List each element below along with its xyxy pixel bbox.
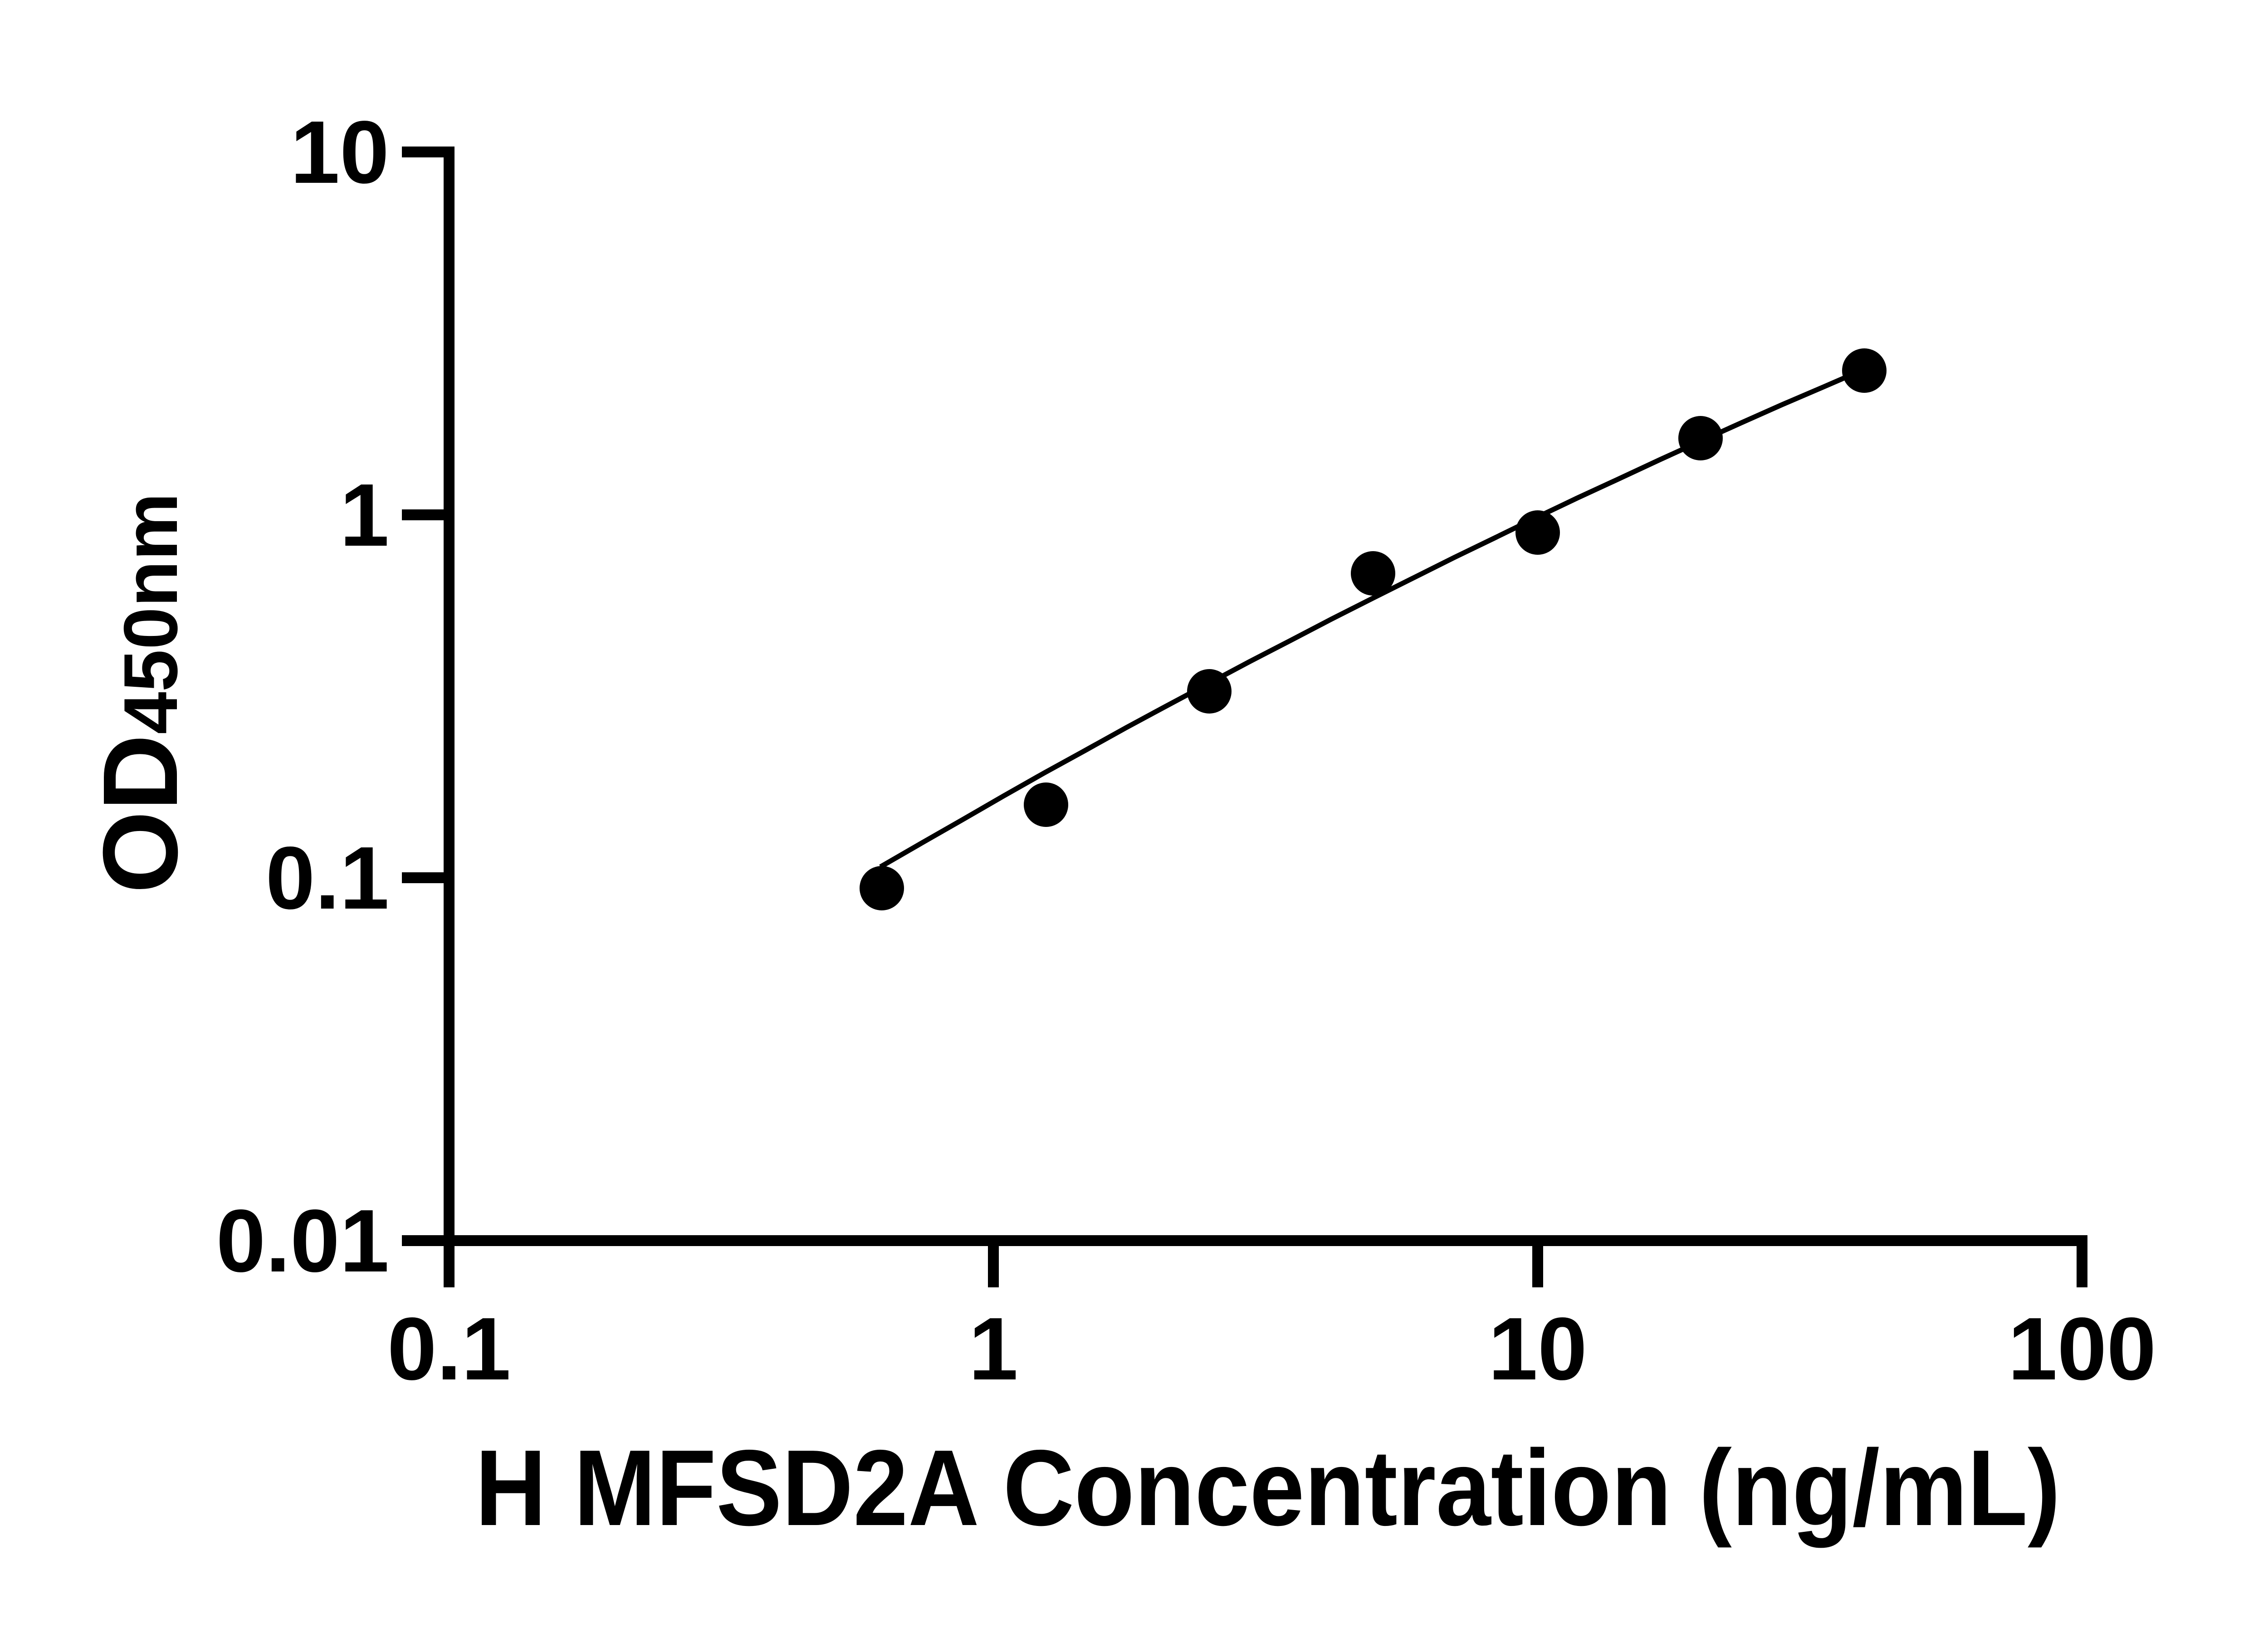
- svg-text:10: 10: [290, 103, 389, 202]
- svg-text:1: 1: [340, 465, 389, 565]
- svg-text:100: 100: [2008, 1299, 2156, 1398]
- svg-text:H MFSD2A Concentration (ng/mL): H MFSD2A Concentration (ng/mL): [475, 1428, 2061, 1548]
- svg-text:10: 10: [1488, 1299, 1587, 1398]
- svg-text:1: 1: [968, 1299, 1018, 1398]
- svg-text:0.1: 0.1: [387, 1299, 511, 1398]
- svg-text:0.01: 0.01: [216, 1191, 389, 1291]
- svg-text:0.1: 0.1: [266, 828, 389, 928]
